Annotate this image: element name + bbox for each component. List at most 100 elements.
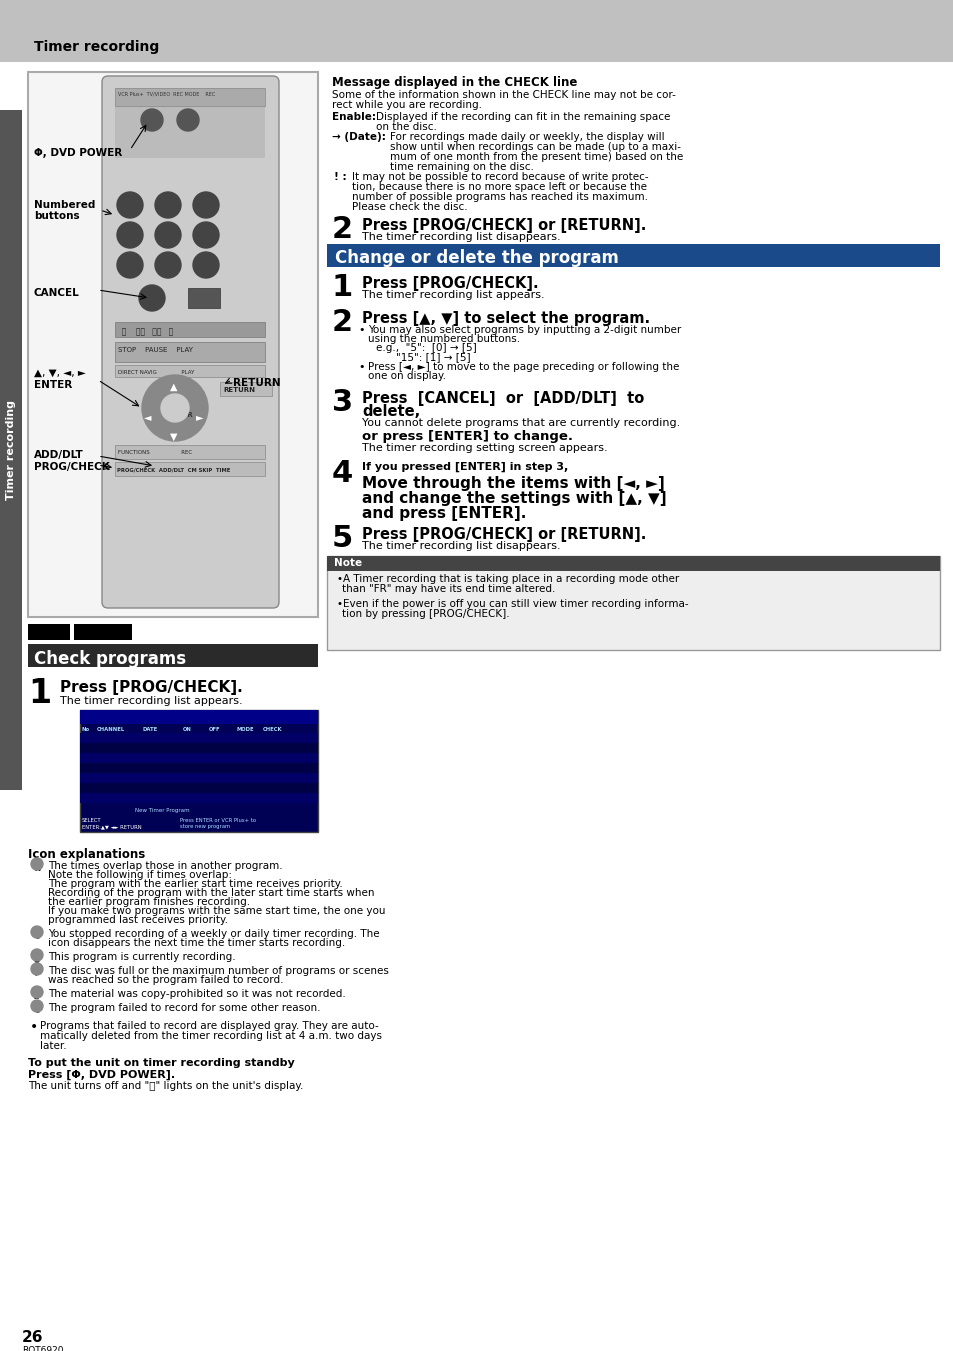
Bar xyxy=(80,763,317,773)
Text: The times overlap those in another program.: The times overlap those in another progr… xyxy=(48,861,282,871)
Text: •A Timer recording that is taking place in a recording mode other: •A Timer recording that is taking place … xyxy=(336,574,679,584)
Circle shape xyxy=(154,222,181,249)
Text: New Timer Program: New Timer Program xyxy=(135,808,190,813)
Text: MODE: MODE xyxy=(236,727,254,732)
Text: Programs that failed to record are displayed gray. They are auto-: Programs that failed to record are displ… xyxy=(40,1021,378,1031)
Circle shape xyxy=(193,192,219,218)
Text: ADD/DLT: ADD/DLT xyxy=(34,450,84,459)
Text: F: F xyxy=(34,971,39,977)
Text: LP: LP xyxy=(237,735,244,740)
Text: The timer recording list appears.: The timer recording list appears. xyxy=(361,290,544,300)
Circle shape xyxy=(139,285,165,311)
Text: STOP    PAUSE    PLAY: STOP PAUSE PLAY xyxy=(118,347,193,353)
Text: 2:38 AM: 2:38 AM xyxy=(183,755,204,761)
Text: delete,: delete, xyxy=(361,404,420,419)
Text: Check programs: Check programs xyxy=(34,650,186,667)
Text: RECORDING: RECORDING xyxy=(82,717,124,723)
Text: 64 ABC: 64 ABC xyxy=(102,775,121,780)
Text: ENTER: ENTER xyxy=(167,412,193,417)
Text: Message displayed in the CHECK line: Message displayed in the CHECK line xyxy=(332,76,577,89)
Text: 03: 03 xyxy=(90,755,96,761)
Text: Numbered: Numbered xyxy=(34,200,95,209)
Text: The unit turns off and "⏻" lights on the unit's display.: The unit turns off and "⏻" lights on the… xyxy=(28,1081,303,1092)
Text: CANCEL: CANCEL xyxy=(34,288,80,299)
Text: 9:08 AM: 9:08 AM xyxy=(210,775,232,780)
Text: Press [PROG/CHECK].: Press [PROG/CHECK]. xyxy=(60,680,242,694)
Bar xyxy=(80,753,317,763)
Circle shape xyxy=(154,253,181,278)
Text: 02: 02 xyxy=(90,744,96,750)
Text: 4: 4 xyxy=(332,459,353,488)
Text: was reached so the program failed to record.: was reached so the program failed to rec… xyxy=(48,975,283,985)
Text: 4: 4 xyxy=(125,240,132,250)
Text: Press ENTER or VCR Plus+ to: Press ENTER or VCR Plus+ to xyxy=(180,817,255,823)
FancyBboxPatch shape xyxy=(102,76,278,608)
Text: Press [Φ, DVD POWER].: Press [Φ, DVD POWER]. xyxy=(28,1070,175,1081)
Text: 01: 01 xyxy=(90,735,96,740)
Text: 2: 2 xyxy=(163,209,170,220)
Text: Enable: Enable xyxy=(263,735,281,740)
Text: ENTER: ENTER xyxy=(34,380,72,390)
Text: 9:08 AM: 9:08 AM xyxy=(183,765,204,770)
Text: Icon explanations: Icon explanations xyxy=(28,848,145,861)
Text: 1:19 PM: 1:19 PM xyxy=(183,735,204,740)
Text: ▲, ▼, ◄, ►: ▲, ▼, ◄, ► xyxy=(34,367,86,378)
Text: Displayed if the recording can fit in the remaining space: Displayed if the recording can fit in th… xyxy=(375,112,670,122)
Text: or press [ENTER] to change.: or press [ENTER] to change. xyxy=(361,430,573,443)
Text: 9:08 AM: 9:08 AM xyxy=(210,785,232,790)
Text: ! :: ! : xyxy=(334,172,346,182)
Text: Φ, DVD POWER: Φ, DVD POWER xyxy=(34,149,122,158)
Circle shape xyxy=(30,858,43,870)
Text: The timer recording setting screen appears.: The timer recording setting screen appea… xyxy=(361,443,607,453)
Text: Timer recording: Timer recording xyxy=(34,41,159,54)
Text: W: W xyxy=(34,866,42,871)
Text: You stopped recording of a weekly or daily timer recording. The: You stopped recording of a weekly or dai… xyxy=(48,929,379,939)
Bar xyxy=(327,557,939,571)
Text: Press [◄, ►] to move to the page preceding or following the: Press [◄, ►] to move to the page precedi… xyxy=(368,362,679,372)
Text: time remaining on the disc.: time remaining on the disc. xyxy=(390,162,534,172)
Bar xyxy=(115,342,265,362)
Bar xyxy=(115,88,265,105)
Text: 7: 7 xyxy=(125,270,132,280)
Text: later.: later. xyxy=(40,1042,67,1051)
Text: Enable:: Enable: xyxy=(332,112,375,122)
Bar xyxy=(220,382,272,396)
Text: 2: 2 xyxy=(332,215,353,245)
Text: SP: SP xyxy=(237,785,244,790)
Text: VCR Plus+  TV/VIDEO  REC MODE    REC: VCR Plus+ TV/VIDEO REC MODE REC xyxy=(118,91,215,96)
Text: ▲: ▲ xyxy=(170,382,177,392)
Bar xyxy=(115,365,265,377)
Text: LP: LP xyxy=(237,765,244,770)
Circle shape xyxy=(193,253,219,278)
Text: RQT6920: RQT6920 xyxy=(22,1346,64,1351)
Text: 05: 05 xyxy=(90,775,96,780)
Text: 9: 9 xyxy=(201,270,208,280)
Text: ⏮    ⏭⏭   ⏮⏮   ⏭: ⏮ ⏭⏭ ⏮⏮ ⏭ xyxy=(117,327,173,336)
Bar xyxy=(0,109,22,790)
Text: ⊖: ⊖ xyxy=(34,934,40,940)
Bar xyxy=(188,288,220,308)
Text: It may not be possible to record because of write protec-: It may not be possible to record because… xyxy=(352,172,648,182)
Text: 3: 3 xyxy=(332,388,353,417)
Circle shape xyxy=(161,394,189,422)
Text: Press [PROG/CHECK] or [RETURN].: Press [PROG/CHECK] or [RETURN]. xyxy=(361,527,646,542)
Text: "15": [1] → [5]: "15": [1] → [5] xyxy=(395,353,470,362)
Text: ⊗: ⊗ xyxy=(82,794,87,800)
Text: Please check the disc.: Please check the disc. xyxy=(352,203,467,212)
Text: V30 TUE 1:19 PM: V30 TUE 1:19 PM xyxy=(225,717,272,723)
Text: 64 ABC: 64 ABC xyxy=(102,765,121,770)
Text: Remaining Recording Time: Remaining Recording Time xyxy=(154,712,229,717)
Text: e.g.,  "5":  [0] → [5]: e.g., "5": [0] → [5] xyxy=(375,343,476,353)
Text: ►: ► xyxy=(195,412,203,422)
Text: 3/25 MON: 3/25 MON xyxy=(143,755,169,761)
Circle shape xyxy=(30,986,43,998)
Bar xyxy=(80,734,317,743)
Text: The program failed to record for some other reason.: The program failed to record for some ot… xyxy=(48,1002,320,1013)
Text: 5: 5 xyxy=(163,240,170,250)
Text: ON: ON xyxy=(183,727,192,732)
Circle shape xyxy=(30,925,43,938)
Text: TIMER: TIMER xyxy=(82,712,104,717)
Text: PROG/CHECK  ADD/DLT  CM SKIP  TIME: PROG/CHECK ADD/DLT CM SKIP TIME xyxy=(117,467,230,471)
Text: This program is currently recording.: This program is currently recording. xyxy=(48,952,235,962)
Text: F: F xyxy=(82,785,86,790)
